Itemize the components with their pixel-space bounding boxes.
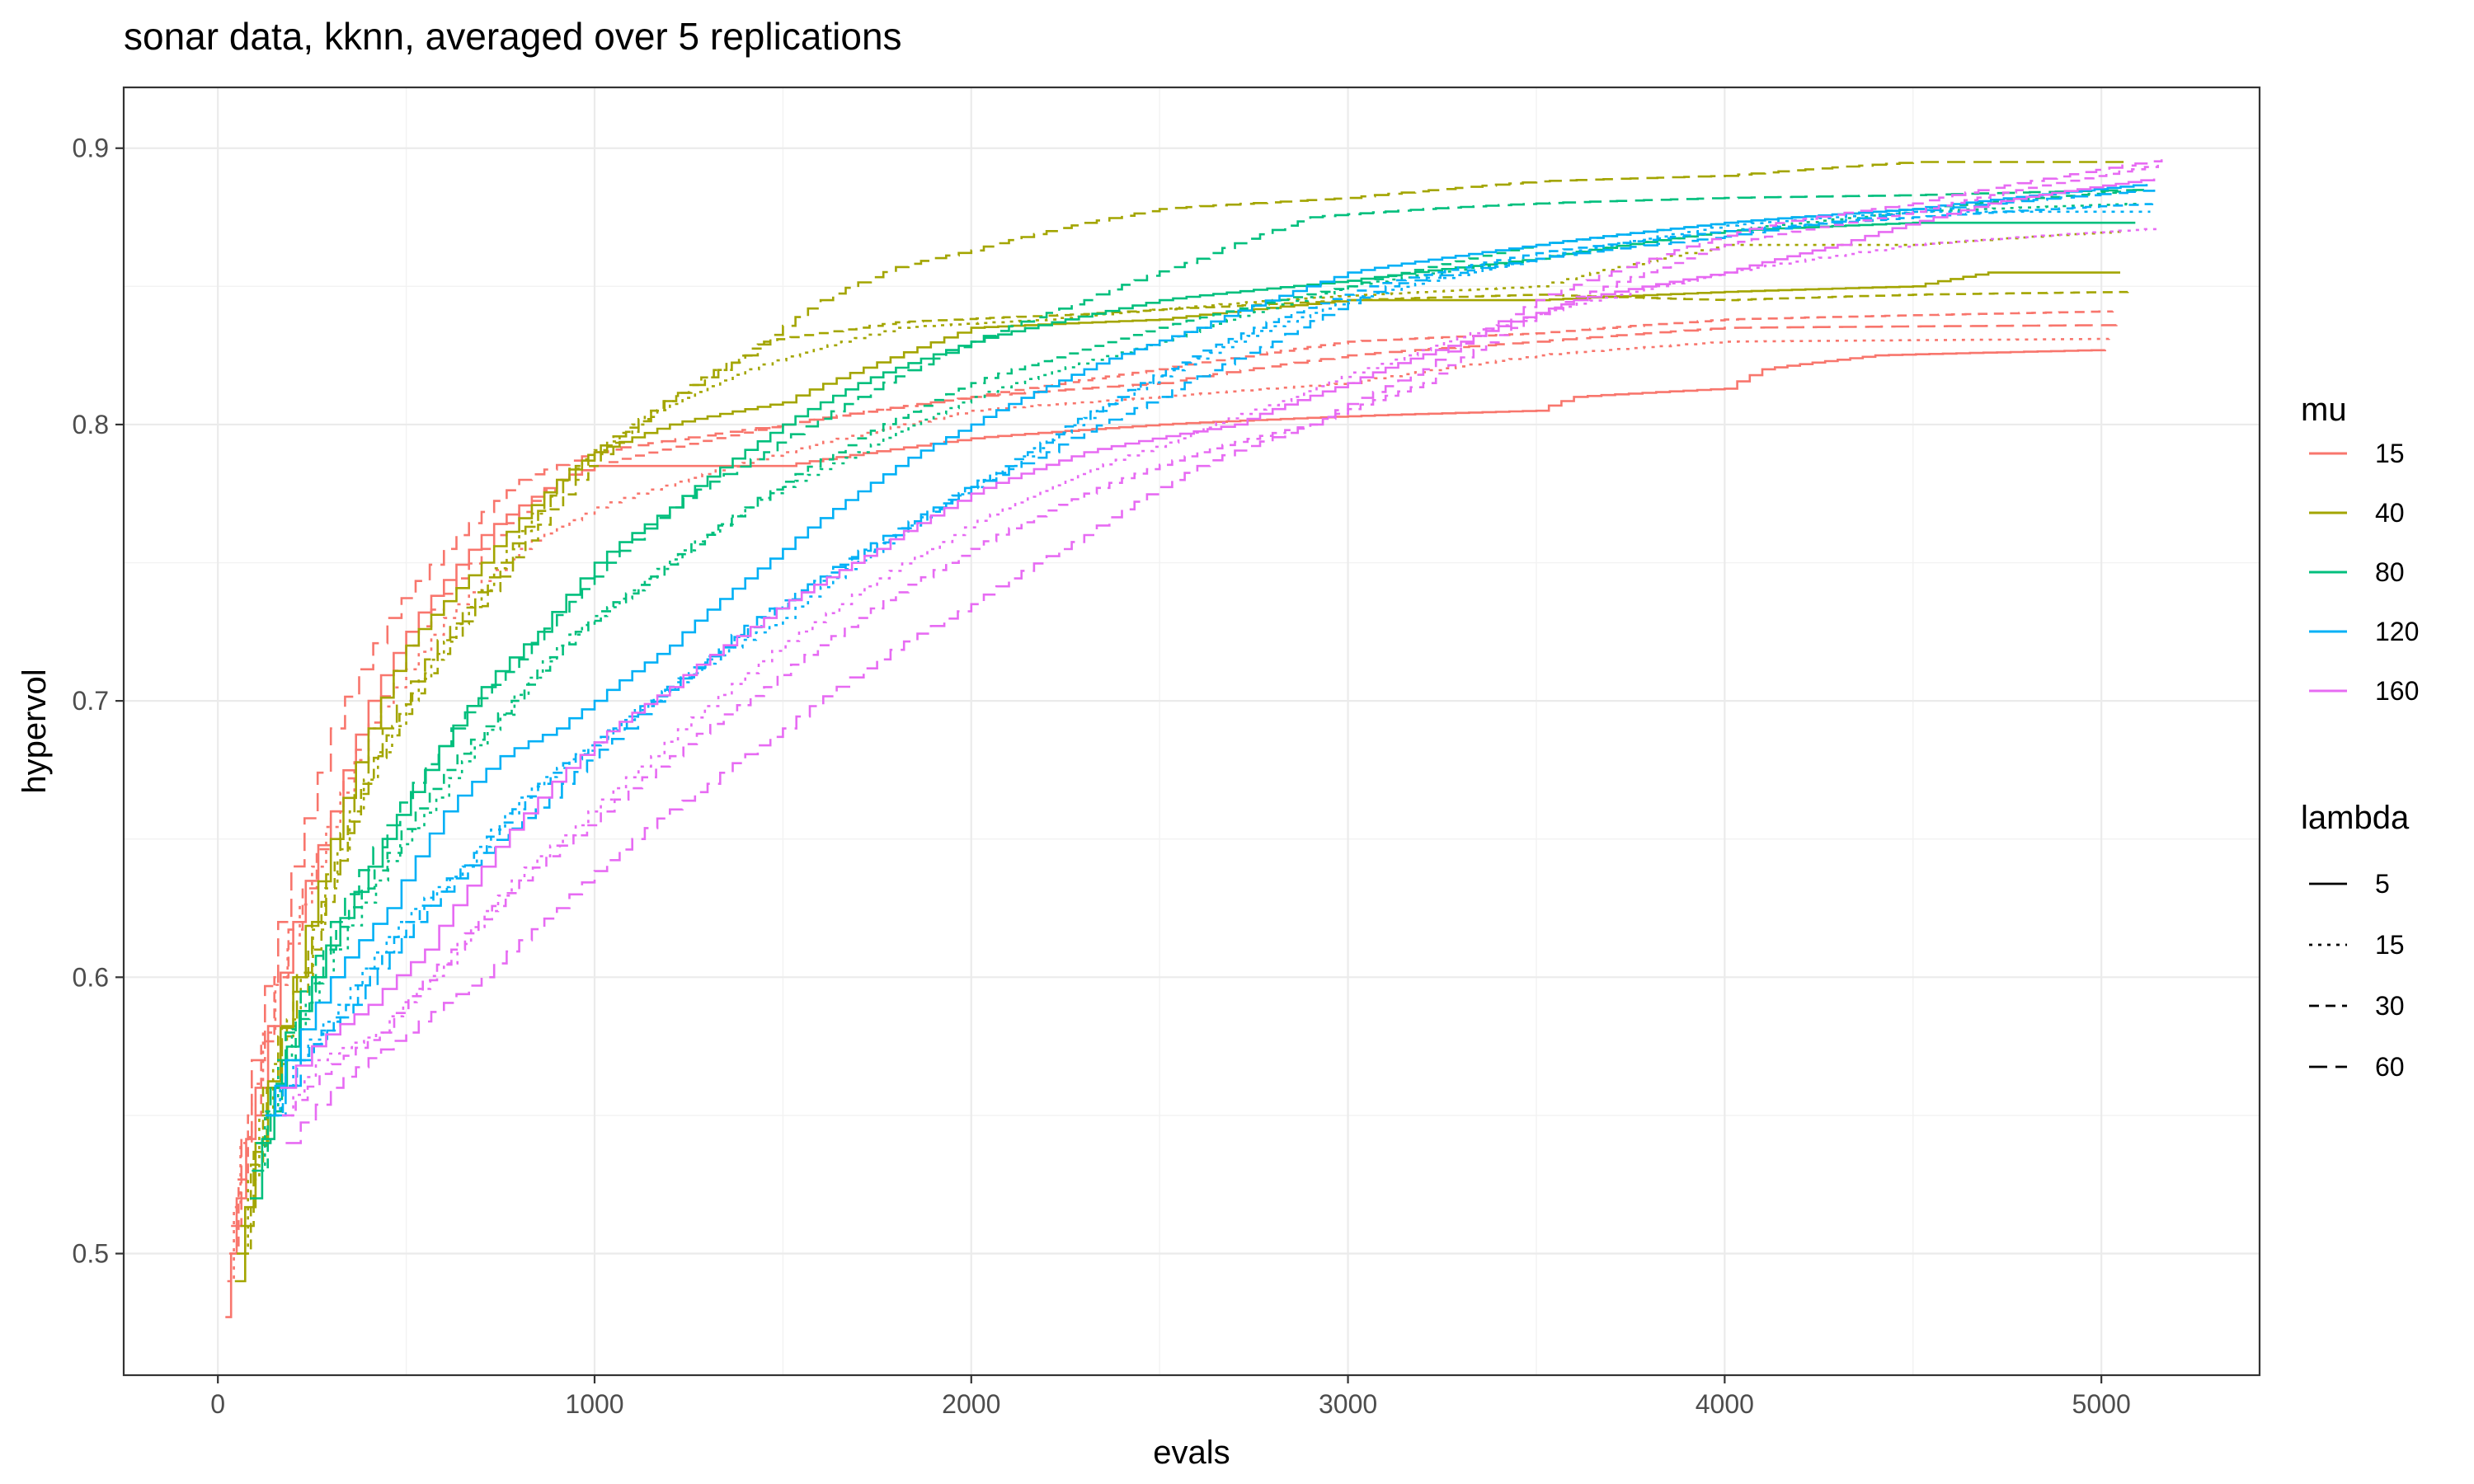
series-line-mu160-lambda5 <box>280 178 2156 1089</box>
series-layer <box>225 159 2163 1318</box>
legend-mu-label: 120 <box>2375 617 2419 646</box>
x-tick-label: 0 <box>210 1389 225 1419</box>
series-line-mu15-lambda5 <box>225 349 2106 1318</box>
series-line-mu120-lambda15 <box>266 210 2151 1117</box>
legend-mu-label: 160 <box>2375 676 2419 706</box>
x-tick-label: 5000 <box>2072 1389 2131 1419</box>
legend-mu: mu 15 40 80 120 160 <box>2301 392 2419 706</box>
legend-lambda-label: 30 <box>2375 991 2405 1021</box>
series-line-mu160-lambda60 <box>285 159 2163 1144</box>
x-tick-label: 4000 <box>1696 1389 1754 1419</box>
legend-lambda-label: 5 <box>2375 869 2390 899</box>
series-line-mu15-lambda15 <box>227 337 2110 1283</box>
grid <box>124 87 2260 1375</box>
x-tick-label: 1000 <box>565 1389 623 1419</box>
legend-lambda-label: 15 <box>2375 930 2405 960</box>
y-tick-label: 0.6 <box>73 962 109 992</box>
legend-mu-title: mu <box>2301 392 2347 428</box>
y-tick-label: 0.7 <box>73 686 109 716</box>
series-line-mu80-lambda15 <box>252 203 2141 1172</box>
legend-lambda-title: lambda <box>2301 800 2410 836</box>
series-line-mu15-lambda60 <box>231 324 2118 1228</box>
y-tick-label: 0.5 <box>73 1239 109 1269</box>
series-line-mu80-lambda60 <box>255 189 2148 1144</box>
series-line-mu120-lambda5 <box>265 184 2148 1117</box>
y-tick-label: 0.9 <box>73 134 109 163</box>
series-line-mu120-lambda60 <box>270 190 2156 1117</box>
series-line-mu160-lambda15 <box>281 228 2159 1117</box>
series-line-mu40-lambda5 <box>234 271 2120 1283</box>
x-tick-label: 3000 <box>1319 1389 1377 1419</box>
legend-mu-label: 40 <box>2375 498 2405 528</box>
legend-mu-label: 80 <box>2375 557 2405 587</box>
series-line-mu40-lambda30 <box>238 290 2129 1255</box>
legend-lambda-label: 60 <box>2375 1052 2405 1082</box>
chart-title: sonar data, kknn, averaged over 5 replic… <box>124 15 902 58</box>
legend-lambda: lambda 5 15 30 60 <box>2301 800 2410 1082</box>
y-axis-title: hypervol <box>16 669 53 793</box>
y-tick-label: 0.8 <box>73 410 109 439</box>
legend-mu-label: 15 <box>2375 439 2405 468</box>
x-axis-title: evals <box>1153 1435 1230 1471</box>
series-line-mu40-lambda60 <box>240 161 2132 1228</box>
plot-border <box>122 86 2261 1377</box>
series-line-mu40-lambda15 <box>237 230 2125 1255</box>
plot-panel <box>124 87 2260 1375</box>
series-line-mu160-lambda30 <box>284 164 2159 1117</box>
axes: 0 1000 2000 3000 4000 5000 0.5 0.6 0.7 0.8 0.9 <box>73 134 2131 1419</box>
x-tick-label: 2000 <box>942 1389 1000 1419</box>
